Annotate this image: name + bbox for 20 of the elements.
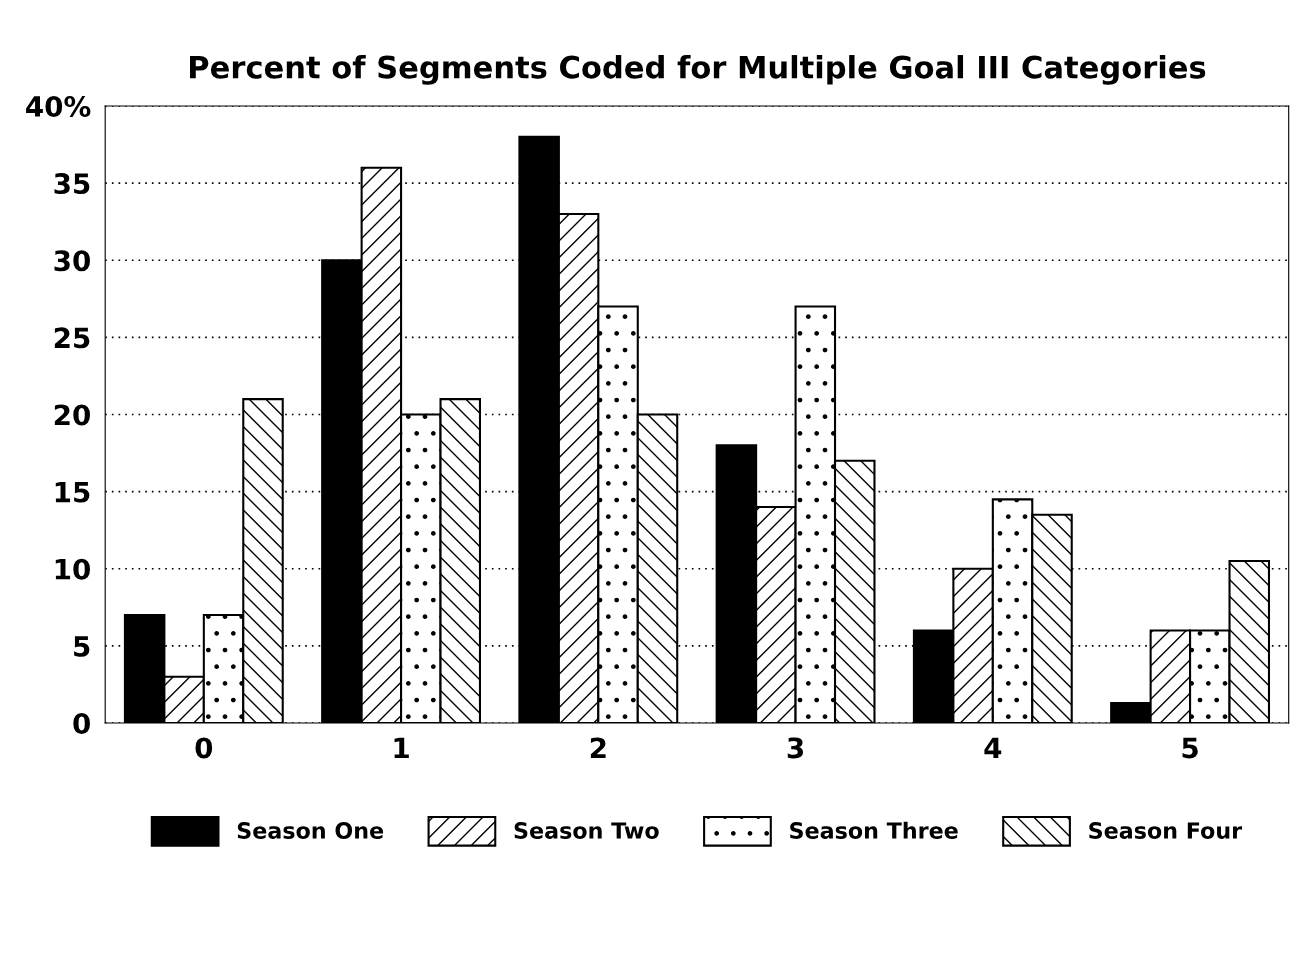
x-tick-label: 0 [195, 737, 213, 759]
y-tick-label: 25 [54, 327, 90, 349]
legend-label: Season Four [1089, 822, 1243, 839]
y-tick-label: 5 [74, 636, 90, 657]
y-tick-label: 10 [55, 558, 90, 580]
legend-label: Season One [237, 822, 384, 839]
x-tick-label: 4 [984, 737, 1002, 758]
y-tick-label: 35 [54, 173, 90, 195]
chart-title: Percent of Segments Coded for Multiple Goal III Categories [190, 55, 1206, 85]
y-tick-label: 20 [54, 404, 90, 426]
x-tick-label: 5 [1182, 737, 1198, 759]
x-tick-label: 2 [590, 737, 606, 758]
y-tick-label: 0 [73, 712, 90, 734]
x-tick-label: 1 [394, 737, 409, 758]
y-tick-label: 40% [26, 95, 91, 117]
y-tick-label: 30 [54, 250, 90, 272]
legend-label: Season Two [514, 822, 659, 839]
x-tick-label: 3 [787, 737, 804, 759]
y-tick-label: 15 [55, 481, 90, 503]
legend-label: Season Three [790, 821, 958, 839]
